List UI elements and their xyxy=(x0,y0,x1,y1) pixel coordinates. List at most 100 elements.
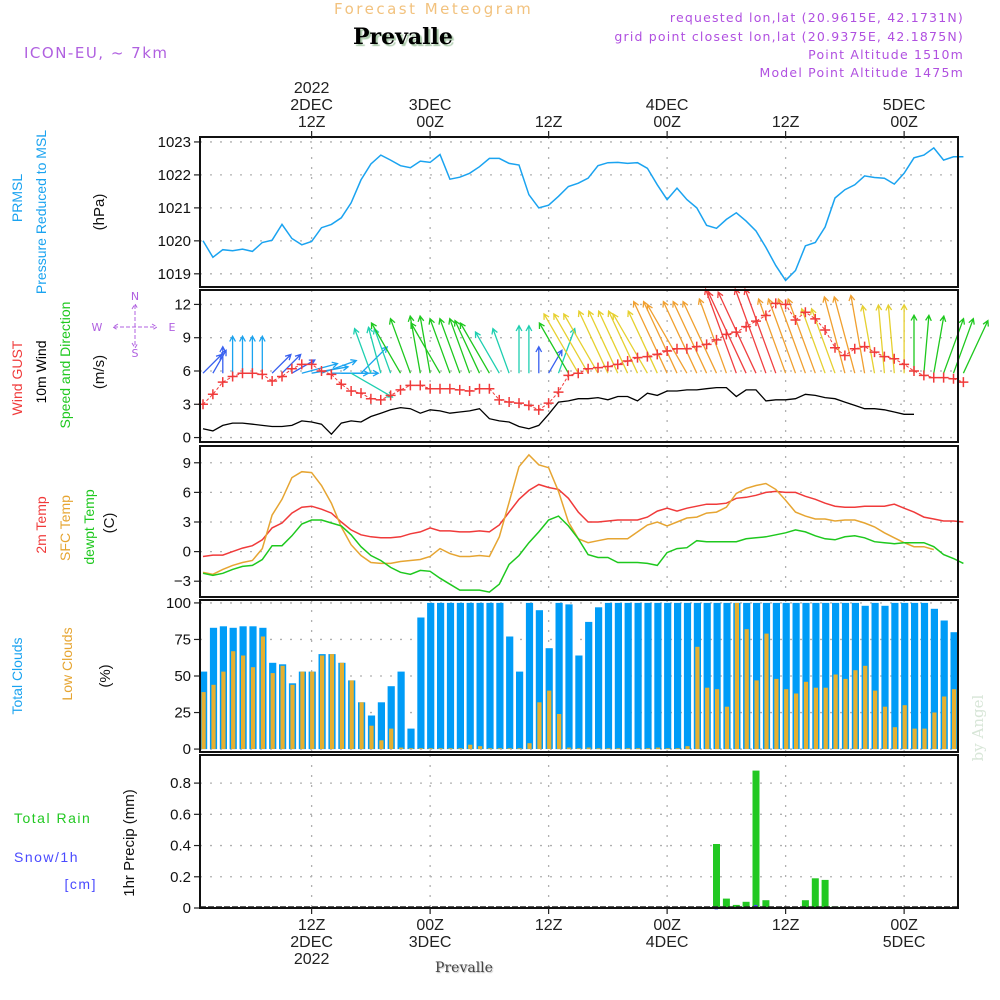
wind-gust-marker xyxy=(810,313,821,324)
wind-gust-marker xyxy=(760,310,771,321)
total-cloud-bar xyxy=(822,602,830,750)
wind-gust-marker xyxy=(267,375,278,386)
wind-gust-marker xyxy=(691,341,702,352)
low-cloud-bar xyxy=(695,646,700,750)
low-cloud-bar xyxy=(754,680,759,750)
wind-direction-arrow xyxy=(438,317,461,374)
model-label: ICON-EU, ~ 7km xyxy=(24,44,169,62)
rain-bar xyxy=(713,844,720,908)
low-cloud-bar xyxy=(724,706,730,750)
wind-direction-arrow xyxy=(474,330,500,374)
compass-west-label: W xyxy=(92,321,103,334)
wind-gust-marker xyxy=(909,365,919,376)
rain-bar xyxy=(742,901,750,908)
ytick-label: 1023 xyxy=(158,134,191,151)
low-cloud-bar xyxy=(418,748,423,750)
total-cloud-bar xyxy=(703,602,711,750)
panel-frame-temperature xyxy=(199,445,959,598)
total-cloud-bar xyxy=(604,602,613,750)
low-cloud-bar xyxy=(892,727,897,750)
total-cloud-bar xyxy=(644,602,652,750)
total-cloud-bar xyxy=(387,686,395,749)
total-cloud-bar xyxy=(535,610,543,749)
low-cloud-bar xyxy=(487,748,493,750)
ytick-label: 9 xyxy=(183,455,191,472)
wind-gust-marker xyxy=(612,359,623,370)
compass-east-label: E xyxy=(169,321,176,334)
total-cloud-bar xyxy=(940,620,948,750)
panel-frame-wind xyxy=(199,289,959,443)
ytick-label: 50 xyxy=(174,668,191,685)
panel-frame-precip xyxy=(199,754,959,909)
xtick-bottom-label: 12Z xyxy=(772,917,800,934)
ylabel-temp-2: dewpt Temp xyxy=(81,489,97,564)
wind-gust-marker xyxy=(277,371,287,382)
total-cloud-bar xyxy=(595,607,603,750)
total-cloud-bar xyxy=(802,602,810,750)
total-cloud-bar xyxy=(486,602,494,750)
wind-direction-arrow xyxy=(535,345,543,374)
wind-direction-arrow xyxy=(832,295,856,374)
temp-line-2m-temp xyxy=(202,483,964,558)
low-cloud-bar xyxy=(843,678,848,750)
wind-gust-marker xyxy=(790,314,801,325)
low-cloud-bar xyxy=(349,680,354,750)
xtick-top-label: 00Z xyxy=(890,114,918,131)
wind-gust-marker xyxy=(375,394,386,405)
ytick-label: 0.2 xyxy=(170,869,191,886)
wind-gust-marker xyxy=(681,343,692,354)
low-cloud-bar xyxy=(537,702,542,750)
wind-gust-marker xyxy=(346,385,357,396)
ytick-label: 12 xyxy=(174,296,191,313)
low-cloud-bar xyxy=(379,740,384,750)
wind-direction-arrow xyxy=(271,353,292,374)
wind-direction-arrow xyxy=(321,359,358,374)
wind-direction-arrow xyxy=(239,334,246,374)
total-cloud-bar xyxy=(377,702,385,750)
xtick-top-label: 3DEC xyxy=(409,97,452,114)
wind-direction-arrow xyxy=(766,297,797,374)
low-cloud-bar xyxy=(813,687,818,750)
wind-direction-arrow xyxy=(875,303,886,374)
wind-direction-arrow xyxy=(515,324,523,374)
wind-gust-marker xyxy=(721,329,732,340)
xtick-top-label: 00Z xyxy=(653,114,681,131)
low-cloud-bar xyxy=(685,746,690,750)
wind-direction-arrow xyxy=(248,334,256,374)
wind-gust-marker xyxy=(494,394,505,405)
model-altitude: Model Point Altitude 1475m xyxy=(759,65,964,80)
station-title: Prevalle xyxy=(353,24,453,50)
ylabel-temp-0: 2m Temp xyxy=(33,496,49,554)
wind-gust-marker xyxy=(454,384,465,395)
low-cloud-bar xyxy=(408,748,414,750)
ylabel-precip-2: [cm] xyxy=(65,876,97,892)
credit-watermark: by Angel xyxy=(969,694,987,761)
xtick-top-label: 2022 xyxy=(294,80,330,97)
wind-gust-marker xyxy=(839,350,850,361)
ytick-label: 0 xyxy=(183,900,191,917)
total-cloud-bar xyxy=(555,602,563,750)
wind-direction-arrow xyxy=(923,314,932,374)
product-title: Forecast Meteogram xyxy=(334,0,534,18)
low-cloud-bar xyxy=(902,705,907,749)
wind-direction-arrow xyxy=(607,309,639,374)
ylabel-wind-2: Speed and Direction xyxy=(57,302,73,429)
wind-direction-arrow xyxy=(672,300,708,374)
wind-direction-arrow xyxy=(952,317,975,374)
wind-gust-marker xyxy=(543,398,554,409)
wind-direction-arrow xyxy=(202,353,223,374)
wind-gust-marker xyxy=(306,359,317,370)
low-cloud-bar xyxy=(211,684,216,750)
wind-gust-marker xyxy=(484,383,495,394)
low-cloud-bar xyxy=(882,706,888,750)
wind-gust-marker xyxy=(849,343,860,354)
ytick-label: 0 xyxy=(183,544,191,561)
wind-direction-arrow xyxy=(682,300,718,374)
wind-gust-marker xyxy=(751,316,761,327)
wind-gust-marker xyxy=(286,363,297,374)
wind-gust-marker xyxy=(889,353,900,364)
low-cloud-bar xyxy=(329,654,335,750)
low-cloud-bar xyxy=(241,655,246,749)
wind-direction-arrow xyxy=(557,327,577,374)
